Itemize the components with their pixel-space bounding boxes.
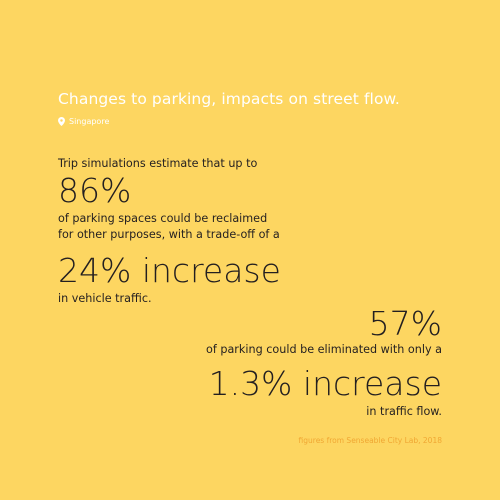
stat1-intro: Trip simulations estimate that up to xyxy=(58,157,258,170)
location-tag: Singapore xyxy=(58,117,109,126)
stat2-line1: of parking could be eliminated with only… xyxy=(206,343,442,356)
stat2-increase: 1.3% increase xyxy=(208,364,442,403)
location-label: Singapore xyxy=(69,117,110,126)
source-credit: figures from Senseable City Lab, 2018 xyxy=(298,436,442,445)
stat1-increase: 24% increase xyxy=(58,251,281,290)
location-pin-icon xyxy=(58,117,65,126)
stat2-outro: in traffic flow. xyxy=(366,405,442,418)
stat1-line1: of parking spaces could be reclaimed xyxy=(58,212,268,225)
stat1-value: 86% xyxy=(58,171,132,210)
page-title: Changes to parking, impacts on street fl… xyxy=(58,90,400,108)
stat1-outro: in vehicle traffic. xyxy=(58,292,152,305)
stat2-value: 57% xyxy=(368,304,442,343)
stat1-line2: for other purposes, with a trade-off of … xyxy=(58,228,280,241)
